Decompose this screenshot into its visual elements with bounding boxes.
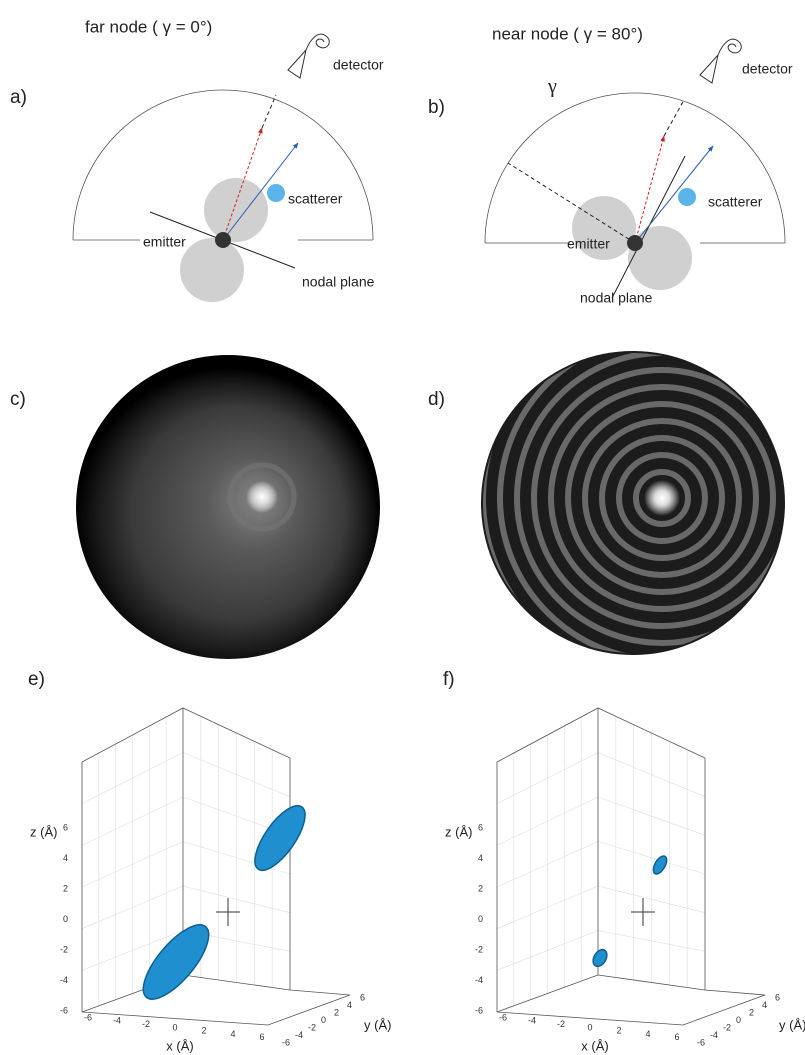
y-tick-label: 6 (775, 992, 780, 1002)
plot-box (497, 708, 765, 1025)
y-axis-label: y (Å) (779, 1017, 805, 1032)
lobe (204, 178, 268, 242)
z-tick-label: -2 (475, 944, 483, 954)
z-tick-label: -6 (475, 1005, 483, 1015)
x-tick-label: -6 (84, 1012, 92, 1022)
x-tick-label: 2 (201, 1026, 206, 1036)
z-tick-label: 6 (63, 822, 68, 832)
panel-d: d) (415, 251, 805, 745)
panel-a: a) far node ( γ = 0°) detector scatterer… (10, 17, 384, 302)
detector-icon (700, 39, 741, 83)
panel-title: far node ( γ = 0°) (85, 17, 212, 36)
panel-title: near node ( γ = 80°) (492, 24, 643, 43)
x-tick-label: -4 (113, 1016, 121, 1026)
detector-icon (288, 34, 329, 78)
y-tick-label: 2 (334, 1007, 339, 1017)
dashed-line (664, 100, 684, 136)
z-axis-label: z (Å) (445, 824, 472, 839)
arrow (635, 146, 713, 243)
y-tick-label: 4 (347, 1000, 352, 1010)
y-tick-label: -6 (282, 1037, 290, 1047)
nodal-plane-label: nodal plane (580, 290, 653, 306)
x-tick-label: 6 (259, 1032, 264, 1042)
lobe (180, 238, 244, 302)
scatterer-atom (678, 188, 696, 206)
x-tick-label: 0 (587, 1022, 592, 1032)
x-tick-label: -6 (499, 1012, 507, 1022)
density-blob (133, 915, 220, 1009)
y-tick-label: 0 (736, 1015, 741, 1025)
y-tick-label: -4 (710, 1030, 718, 1040)
scatterer-label: scatterer (708, 194, 763, 210)
density-blob (246, 798, 314, 877)
scatterer-atom (267, 184, 285, 202)
scatterer-label: scatterer (288, 191, 343, 207)
z-tick-label: -6 (60, 1005, 68, 1015)
dashed-line (262, 95, 276, 128)
y-tick-label: -4 (295, 1030, 303, 1040)
panel-label: e) (28, 669, 45, 690)
panel-label: d) (428, 389, 445, 410)
figure: a) far node ( γ = 0°) detector scatterer… (0, 0, 805, 1055)
emitter-atom (215, 232, 231, 248)
y-tick-label: 2 (749, 1007, 754, 1017)
detector-label: detector (333, 57, 384, 73)
y-tick-label: -2 (723, 1022, 731, 1032)
panel-b: b) near node ( γ = 80°) γ detector scatt… (428, 24, 793, 305)
z-tick-label: 0 (478, 914, 483, 924)
panel-label: f) (443, 669, 455, 690)
detector-label: detector (742, 61, 793, 77)
nodal-plane-label: nodal plane (302, 274, 375, 290)
x-tick-label: 2 (616, 1026, 621, 1036)
emitter-label: emitter (143, 234, 186, 250)
y-tick-label: 4 (762, 1000, 767, 1010)
x-tick-label: 6 (674, 1032, 679, 1042)
x-tick-label: -2 (557, 1019, 565, 1029)
y-tick-label: 6 (360, 992, 365, 1002)
gamma-label: γ (547, 76, 557, 98)
panel-c: c) (10, 355, 380, 659)
x-tick-label: 4 (230, 1029, 235, 1039)
plot-box (82, 708, 350, 1025)
z-tick-label: 2 (478, 883, 483, 893)
z-tick-label: 0 (63, 914, 68, 924)
x-tick-label: 4 (645, 1029, 650, 1039)
z-tick-label: 4 (478, 853, 483, 863)
z-tick-label: -4 (60, 975, 68, 985)
density-blob (590, 947, 609, 969)
emitter-atom (627, 235, 643, 251)
x-axis-label: x (Å) (581, 1038, 608, 1053)
x-axis-label: x (Å) (166, 1038, 193, 1053)
z-tick-label: 2 (63, 883, 68, 893)
z-tick-label: -4 (475, 975, 483, 985)
y-tick-label: -6 (697, 1037, 705, 1047)
x-tick-label: -2 (142, 1019, 150, 1029)
z-tick-label: 4 (63, 853, 68, 863)
bright-spot (644, 480, 680, 516)
diffraction-pattern (76, 355, 380, 659)
z-tick-label: -2 (60, 944, 68, 954)
y-axis-label: y (Å) (364, 1017, 391, 1032)
y-tick-label: 0 (321, 1015, 326, 1025)
y-tick-label: -2 (308, 1022, 316, 1032)
emitter-label: emitter (567, 236, 610, 252)
z-axis-label: z (Å) (30, 824, 57, 839)
x-tick-label: -4 (528, 1016, 536, 1026)
panel-label: a) (10, 87, 27, 108)
panel-label: c) (10, 389, 26, 410)
density-blob (651, 854, 670, 876)
x-tick-label: 0 (172, 1022, 177, 1032)
bright-spot (246, 481, 278, 513)
panel-label: b) (428, 97, 445, 118)
z-tick-label: 6 (478, 822, 483, 832)
